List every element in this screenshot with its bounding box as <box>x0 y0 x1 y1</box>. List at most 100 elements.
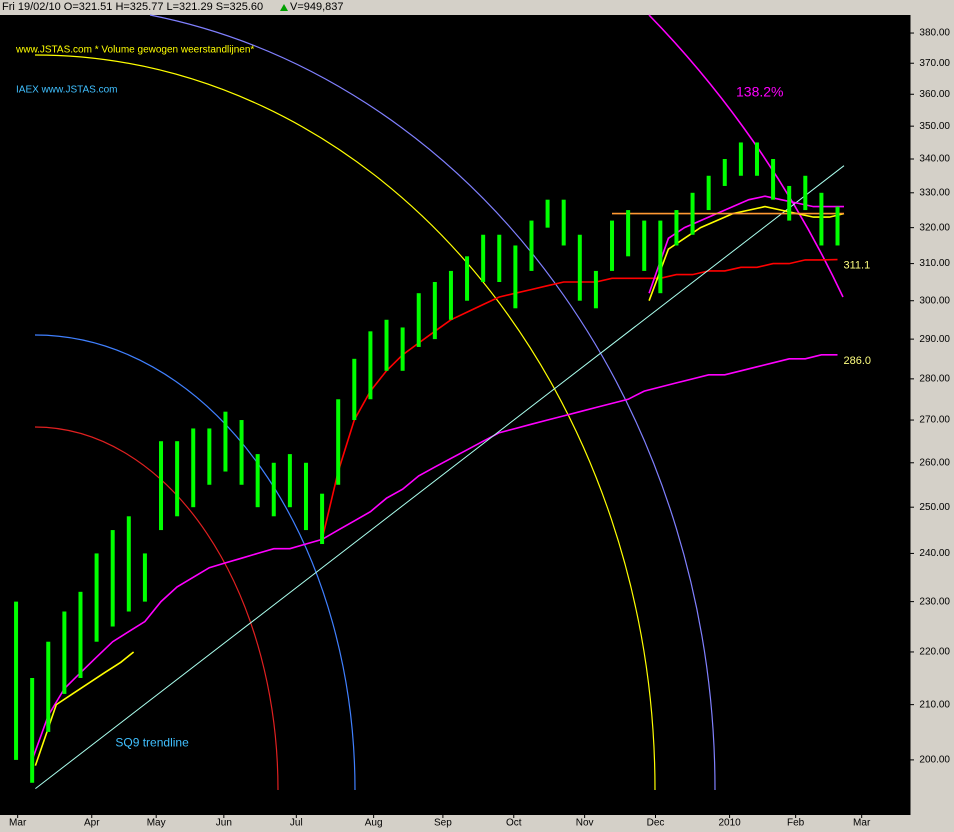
x-tick-label: Mar <box>9 818 27 829</box>
y-tick-label: 270.00 <box>919 415 950 426</box>
price-bar <box>110 530 115 627</box>
price-bar <box>94 553 99 642</box>
header: Fri 19/02/10 O=321.51 H=325.77 L=321.29 … <box>2 1 263 13</box>
price-bar <box>593 270 598 309</box>
price-bar <box>642 220 647 271</box>
price-bar <box>336 399 341 485</box>
price-bar <box>159 441 164 531</box>
line-series <box>648 205 845 301</box>
y-tick-label: 210.00 <box>919 699 950 710</box>
y-tick-label: 310.00 <box>919 258 950 269</box>
chart-subtitle: IAEX www.JSTAS.com <box>16 85 118 96</box>
x-tick-label: Jul <box>290 818 303 829</box>
x-tick-label: Aug <box>365 818 383 829</box>
up-triangle <box>280 4 288 11</box>
end-label: 311.1 <box>844 259 871 271</box>
price-bar <box>287 454 292 508</box>
x-tick-label: Mar <box>853 818 871 829</box>
y-tick-label: 300.00 <box>919 295 950 306</box>
y-tick-label: 290.00 <box>919 334 950 345</box>
y-tick-label: 360.00 <box>919 89 950 100</box>
price-bar <box>320 493 325 545</box>
price-bar <box>771 158 776 200</box>
y-tick-label: 230.00 <box>919 596 950 607</box>
price-bar <box>497 234 502 283</box>
price-bar <box>416 293 421 347</box>
line-label: SQ9 trendline <box>115 736 189 750</box>
price-bar <box>223 411 228 472</box>
price-bar <box>626 210 631 257</box>
price-bar <box>142 553 147 602</box>
price-bar <box>819 192 824 246</box>
price-bar <box>191 428 196 508</box>
x-tick-label: Sep <box>434 818 452 829</box>
y-tick-label: 250.00 <box>919 502 950 513</box>
plot-area <box>0 15 910 815</box>
price-bar <box>207 428 212 485</box>
y-tick-label: 240.00 <box>919 548 950 559</box>
price-bar <box>303 462 308 531</box>
y-tick-label: 380.00 <box>919 28 950 39</box>
x-tick-label: Nov <box>576 818 594 829</box>
arc <box>34 426 279 791</box>
price-bar <box>239 420 244 485</box>
price-bar <box>738 142 743 176</box>
price-bar <box>78 591 83 678</box>
price-bar <box>255 454 260 508</box>
price-bar <box>706 175 711 211</box>
x-tick-label: May <box>147 818 166 829</box>
price-bar <box>658 220 663 294</box>
price-bar <box>175 441 180 517</box>
y-tick-label: 340.00 <box>919 154 950 165</box>
price-bar <box>62 611 67 694</box>
volume: V=949,837 <box>290 1 344 13</box>
chart-title: www.JSTAS.com * Volume gewogen weerstand… <box>15 45 254 56</box>
y-tick-label: 280.00 <box>919 373 950 384</box>
arc <box>34 334 356 791</box>
x-tick-label: Feb <box>787 818 805 829</box>
y-tick-label: 200.00 <box>919 755 950 766</box>
price-bar <box>400 327 405 371</box>
x-tick-label: 2010 <box>718 818 741 829</box>
end-label: 286.0 <box>844 355 872 367</box>
price-bar <box>835 206 840 246</box>
price-bar <box>46 641 51 732</box>
x-tick-label: Apr <box>84 818 100 829</box>
price-bar <box>14 601 19 760</box>
price-bar <box>481 234 486 283</box>
y-tick-label: 370.00 <box>919 58 950 69</box>
price-bar <box>561 199 566 246</box>
line-series <box>648 195 844 294</box>
price-bar <box>513 245 518 309</box>
price-bar <box>30 677 35 783</box>
price-bar <box>545 199 550 228</box>
x-tick-label: Oct <box>506 818 522 829</box>
price-bar <box>803 175 808 211</box>
price-bar <box>722 158 727 186</box>
line-series <box>35 165 845 789</box>
price-bar <box>352 358 357 421</box>
arc <box>34 54 656 791</box>
y-tick-label: 220.00 <box>919 647 950 658</box>
price-bar <box>690 192 695 235</box>
price-bar <box>384 319 389 371</box>
y-tick-label: 320.00 <box>919 222 950 233</box>
price-bar <box>787 185 792 221</box>
price-bar <box>271 462 276 517</box>
price-bar <box>610 220 615 271</box>
price-bar <box>368 331 373 400</box>
y-tick-label: 350.00 <box>919 121 950 132</box>
line-series <box>34 651 135 766</box>
arc-label: 138.2% <box>736 84 783 100</box>
y-tick-label: 260.00 <box>919 457 950 468</box>
price-bar <box>674 210 679 246</box>
y-tick-label: 330.00 <box>919 187 950 198</box>
price-bar <box>754 142 759 176</box>
price-bar <box>126 516 131 612</box>
price-bar <box>448 270 453 320</box>
price-bar <box>432 282 437 340</box>
price-bar <box>577 234 582 301</box>
x-tick-label: Dec <box>647 818 665 829</box>
